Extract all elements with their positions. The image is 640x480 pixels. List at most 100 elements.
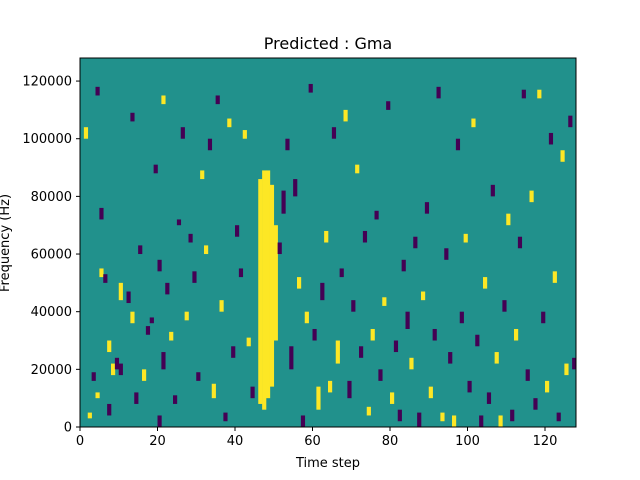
heatmap-cell bbox=[506, 213, 511, 226]
heatmap-cell bbox=[560, 150, 565, 162]
heatmap-cell bbox=[432, 328, 437, 341]
heatmap-cell bbox=[316, 386, 321, 410]
x-tick-label: 40 bbox=[227, 434, 244, 449]
heatmap-cell bbox=[176, 219, 182, 226]
heatmap-cell bbox=[95, 86, 100, 96]
heatmap-cell bbox=[126, 291, 131, 304]
heatmap-cell bbox=[207, 138, 213, 151]
heatmap-cell bbox=[448, 352, 453, 364]
heatmap-cell bbox=[219, 300, 224, 312]
heatmap-cell bbox=[281, 190, 286, 214]
heatmap-cell bbox=[386, 101, 391, 110]
heatmap-cell bbox=[335, 340, 340, 364]
heatmap-cell bbox=[215, 95, 220, 105]
heatmap-cell bbox=[277, 242, 282, 255]
heatmap-cell bbox=[180, 127, 185, 139]
heatmap-cell bbox=[262, 170, 267, 410]
heatmap-cell bbox=[99, 207, 104, 220]
heatmap-cell bbox=[300, 415, 306, 427]
heatmap-cell bbox=[242, 130, 247, 139]
y-tick-label: 0 bbox=[64, 421, 72, 436]
heatmap-cell bbox=[545, 380, 550, 393]
heatmap-cell bbox=[266, 170, 271, 399]
heatmap-cell bbox=[157, 259, 162, 272]
heatmap-cell bbox=[397, 409, 402, 422]
heatmap-cell bbox=[99, 268, 104, 278]
heatmap-cell bbox=[130, 112, 135, 122]
heatmap-cell bbox=[238, 268, 244, 278]
heatmap-cell bbox=[347, 380, 352, 399]
heatmap-cell bbox=[227, 118, 232, 128]
heatmap-cell bbox=[134, 392, 139, 404]
heatmap-cell bbox=[533, 398, 538, 410]
heatmap-cell bbox=[320, 282, 325, 301]
heatmap-cell bbox=[393, 340, 399, 353]
heatmap-cell bbox=[374, 210, 379, 220]
heatmap-cell bbox=[87, 412, 92, 419]
heatmap-cell bbox=[95, 392, 100, 399]
heatmap-cell bbox=[463, 233, 468, 243]
heatmap-cells bbox=[83, 83, 577, 427]
heatmap-cell bbox=[107, 403, 112, 416]
heatmap-cell bbox=[541, 311, 546, 324]
heatmap-cell bbox=[568, 115, 573, 128]
heatmap-cell bbox=[459, 311, 464, 324]
heatmap-cell bbox=[390, 392, 395, 404]
heatmap-cell bbox=[556, 412, 561, 422]
heatmap-cell bbox=[417, 412, 422, 427]
heatmap-cell bbox=[114, 357, 120, 370]
y-axis-label: Frequency (Hz) bbox=[0, 194, 13, 292]
heatmap-cell bbox=[510, 409, 515, 422]
heatmap-cell bbox=[537, 89, 542, 99]
axes-frame bbox=[79, 57, 577, 428]
heatmap-cell bbox=[293, 179, 298, 197]
heatmap-cell bbox=[514, 328, 519, 341]
x-tick-label: 80 bbox=[382, 434, 399, 449]
heatmap-cell bbox=[196, 372, 201, 381]
y-tick-label: 100000 bbox=[22, 132, 72, 147]
heatmap-cell bbox=[378, 369, 383, 381]
heatmap-cell bbox=[428, 386, 433, 399]
heatmap-cell bbox=[246, 337, 251, 347]
heatmap-cell bbox=[188, 233, 193, 243]
heatmap-cell bbox=[370, 328, 375, 341]
heatmap-cell bbox=[211, 383, 216, 399]
heatmap-cell bbox=[548, 132, 554, 145]
heatmap-cell bbox=[366, 406, 371, 416]
y-tick-label: 80000 bbox=[31, 190, 72, 205]
y-axis: 0 20000 40000 60000 80000 100000 120000 bbox=[22, 75, 80, 436]
heatmap-cell bbox=[486, 392, 492, 404]
heatmap-cell bbox=[424, 202, 430, 214]
heatmap-cell bbox=[204, 245, 209, 255]
heatmap-cell bbox=[328, 380, 333, 393]
heatmap-cell bbox=[269, 184, 275, 387]
heatmap-cell bbox=[130, 311, 135, 324]
heatmap-cell bbox=[452, 415, 457, 427]
heatmap-cell bbox=[165, 282, 170, 295]
heatmap-cell bbox=[223, 412, 228, 422]
heatmap-cell bbox=[142, 369, 147, 381]
x-tick-label: 60 bbox=[304, 434, 321, 449]
heatmap-cell bbox=[529, 190, 534, 203]
heatmap-cell bbox=[285, 138, 290, 151]
heatmap-cell bbox=[362, 230, 368, 243]
heatmap-cell bbox=[498, 415, 503, 427]
y-tick-label: 120000 bbox=[22, 75, 72, 90]
heatmap-cell bbox=[502, 300, 507, 312]
heatmap-cell bbox=[339, 268, 344, 278]
heatmap-cell bbox=[517, 236, 523, 249]
heatmap-cell bbox=[103, 274, 108, 283]
heatmap-cell bbox=[111, 363, 116, 376]
heatmap-cell bbox=[564, 363, 569, 376]
x-tick-label: 20 bbox=[149, 434, 166, 449]
heatmap-cell bbox=[440, 412, 445, 422]
heatmap-cell bbox=[490, 184, 495, 197]
heatmap-cell bbox=[149, 317, 154, 324]
heatmap-cell bbox=[297, 277, 302, 289]
heatmap-cell bbox=[355, 164, 360, 174]
heatmap-cell bbox=[118, 282, 123, 301]
heatmap-cell bbox=[107, 340, 112, 353]
heatmap-cell bbox=[258, 179, 263, 404]
x-tick-label: 100 bbox=[455, 434, 480, 449]
